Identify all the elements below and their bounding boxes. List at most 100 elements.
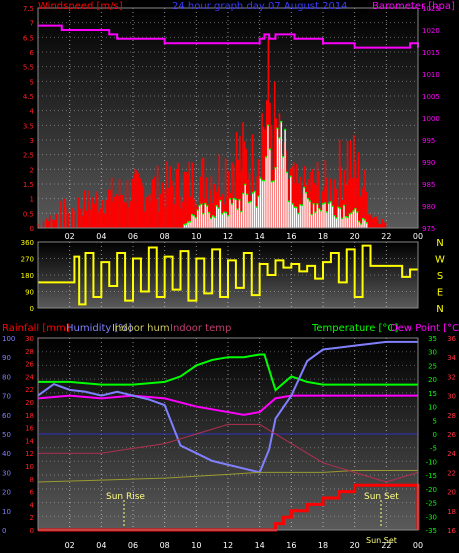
wind-bar: [202, 157, 205, 228]
wind-bar: [177, 163, 179, 228]
gust-top: [287, 200, 290, 203]
wind-bar: [348, 180, 350, 228]
indoor-temp-tick-label: 32: [447, 373, 456, 381]
time-tick-label: 14: [255, 232, 265, 241]
gust-top: [198, 204, 201, 207]
wind-bar: [96, 194, 99, 228]
gust-bar: [307, 198, 309, 228]
wind-tick-label: 0: [30, 225, 34, 233]
gust-top: [352, 210, 355, 212]
gust-top: [234, 198, 237, 201]
wind-bar: [68, 213, 70, 228]
gust-top: [200, 203, 203, 206]
wind-bar: [245, 148, 248, 228]
wind-bar: [356, 178, 358, 228]
time-tick-label: 08: [160, 541, 170, 550]
gust-top: [232, 197, 235, 200]
wind-bar: [365, 191, 368, 228]
gust-top: [255, 206, 258, 208]
rain-tick-label: 26: [25, 361, 34, 369]
wind-plot-frame: [37, 7, 419, 229]
gust-bar: [233, 198, 235, 228]
gust-top: [219, 199, 222, 202]
gust-bar: [316, 204, 319, 228]
wind-bar: [66, 207, 69, 228]
gust-top: [335, 217, 338, 219]
wind-bar: [52, 219, 54, 228]
time-tick-label: 00: [413, 541, 423, 550]
rain-tick-label: 16: [25, 425, 34, 433]
rain-tick-label: 2: [30, 514, 34, 522]
wind-bar: [383, 222, 385, 228]
time-tick-label: 12: [223, 541, 233, 550]
axis-labels: 0202040406060808101012121414161618182020…: [2, 5, 457, 550]
gust-bar: [364, 220, 366, 228]
temperature-tick-label: 20: [428, 376, 437, 384]
gust-top: [318, 208, 321, 210]
wind-tick-label: 2.5: [23, 152, 34, 160]
wind-bar: [42, 221, 45, 228]
gust-top: [251, 192, 254, 194]
temperature-tick-label: 25: [428, 362, 437, 370]
wind-bar: [353, 135, 355, 228]
gust-bar: [312, 204, 315, 228]
gust-top: [230, 203, 233, 205]
wind-direction-line: [38, 244, 418, 306]
baro-tick-label: 1005: [422, 93, 440, 101]
gust-top: [289, 175, 292, 178]
wind-bar: [79, 208, 81, 228]
gust-bar: [219, 200, 222, 228]
temperature-tick-label: -20: [426, 486, 437, 494]
gust-bar: [193, 215, 195, 228]
wind-bar: [364, 169, 366, 228]
gust-top: [340, 217, 344, 220]
gust-top: [363, 219, 366, 221]
rainfall-line: [38, 483, 420, 532]
gust-bar: [253, 191, 256, 228]
gust-bar: [295, 207, 298, 228]
temperature-tick-label: 0: [433, 431, 437, 439]
sunrise-label: Sun Rise: [106, 492, 145, 502]
wind-bar: [254, 190, 257, 228]
indoor-temp-tick-label: 20: [447, 489, 456, 497]
gust-bar: [345, 217, 347, 228]
gust-bar: [202, 214, 205, 228]
temperature-tick-label: -35: [426, 527, 437, 535]
time-tick-label: 10: [191, 541, 201, 550]
gust-top: [278, 137, 281, 139]
temp-plot-frame: [37, 337, 419, 531]
wind-bar: [98, 211, 100, 228]
wind-bar: [311, 169, 314, 228]
wind-bar: [345, 184, 347, 228]
gust-bar: [225, 212, 227, 228]
humidity-tick-label: 20: [2, 489, 11, 497]
gust-top: [221, 213, 224, 215]
wind-bar: [85, 210, 88, 228]
wind-bar: [55, 213, 58, 228]
temperature-tick-label: -10: [426, 458, 437, 466]
gust-top: [320, 209, 323, 212]
indoor-temp-tick-label: 28: [447, 412, 456, 420]
gust-top: [257, 195, 260, 198]
wind-bar: [199, 176, 202, 228]
barometer-line: [38, 24, 419, 49]
humidity-tick-label: 90: [2, 354, 11, 362]
gust-bar: [339, 208, 341, 228]
time-tick-label: 20: [350, 232, 360, 241]
gust-bar: [350, 213, 353, 228]
time-tick-label: 22: [381, 232, 391, 241]
gust-top: [327, 202, 330, 205]
wind-bar: [153, 176, 156, 228]
wind-bar: [82, 215, 84, 228]
gust-bar: [195, 218, 197, 228]
indoor-temp-tick-label: 22: [447, 469, 456, 477]
gust-top: [333, 215, 336, 217]
wind-bar: [373, 216, 376, 228]
gust-top: [329, 201, 332, 203]
time-tick-label: 12: [223, 232, 233, 241]
wind-bar: [375, 216, 377, 228]
humidity-line: [37, 340, 418, 474]
time-tick-label: 20: [350, 541, 360, 550]
time-tick-label: 18: [318, 232, 328, 241]
indoor-temp-tick-label: 36: [447, 335, 456, 343]
